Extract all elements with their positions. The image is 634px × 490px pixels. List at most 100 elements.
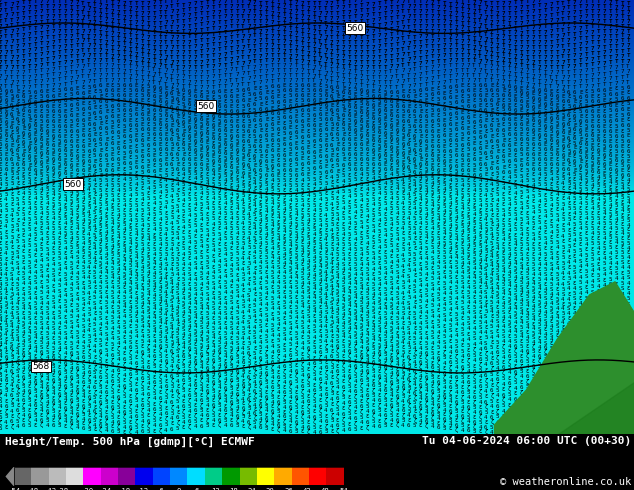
Text: 5: 5 [271, 296, 275, 301]
Text: 6: 6 [514, 158, 517, 163]
Text: 7: 7 [176, 35, 179, 40]
Text: 6: 6 [164, 137, 167, 142]
Text: ζ: ζ [526, 405, 529, 412]
Text: ε: ε [413, 211, 417, 216]
Text: ε: ε [182, 292, 185, 296]
Text: 6: 6 [567, 145, 571, 149]
Text: 6: 6 [93, 164, 96, 169]
Text: 4: 4 [223, 252, 227, 257]
Text: 5: 5 [230, 99, 233, 104]
Text: T: T [354, 65, 358, 70]
Text: 5: 5 [34, 191, 37, 196]
Text: 5: 5 [538, 123, 541, 128]
Text: 5: 5 [295, 379, 298, 384]
Text: 4: 4 [247, 366, 250, 370]
Text: 7: 7 [555, 70, 559, 75]
Text: ε: ε [567, 339, 571, 344]
Text: 6: 6 [531, 127, 535, 132]
Text: 6: 6 [4, 98, 8, 103]
Text: ε: ε [283, 410, 286, 415]
Text: E: E [253, 163, 257, 168]
Text: 4: 4 [105, 261, 108, 266]
Text: 4: 4 [81, 329, 85, 334]
Text: 6: 6 [176, 142, 179, 147]
Text: 4: 4 [223, 399, 227, 404]
Text: ε: ε [164, 406, 167, 411]
Text: 5: 5 [152, 391, 156, 396]
Text: 7: 7 [58, 82, 61, 88]
Text: 5: 5 [531, 247, 535, 252]
Text: T: T [348, 55, 351, 60]
Text: 4: 4 [359, 318, 363, 323]
Text: 7: 7 [514, 16, 517, 21]
Text: ε: ε [430, 98, 434, 102]
Text: 4: 4 [419, 310, 422, 315]
Text: 4: 4 [93, 333, 96, 338]
Text: ε: ε [259, 350, 262, 355]
Text: 4: 4 [288, 261, 292, 266]
Text: 4: 4 [443, 385, 446, 390]
Text: 6: 6 [176, 416, 179, 420]
Text: 5: 5 [69, 92, 73, 97]
Text: ζ: ζ [425, 379, 429, 385]
Text: 6: 6 [389, 136, 393, 141]
Text: S: S [318, 296, 321, 301]
Text: S: S [514, 293, 517, 298]
Text: ζ: ζ [129, 404, 132, 410]
Text: 7: 7 [395, 79, 399, 84]
Text: ε: ε [366, 364, 369, 369]
Text: 6: 6 [295, 93, 298, 98]
Text: 6: 6 [603, 153, 606, 158]
Text: 6: 6 [51, 400, 55, 405]
Text: ε: ε [217, 226, 221, 231]
Text: 7: 7 [614, 65, 618, 70]
Text: 5: 5 [526, 216, 529, 221]
Text: 4: 4 [75, 297, 79, 302]
Text: 5: 5 [170, 242, 174, 247]
Text: E: E [472, 88, 476, 93]
Text: 5: 5 [354, 204, 358, 209]
Text: 7: 7 [621, 80, 624, 85]
Text: 6: 6 [455, 111, 458, 116]
Text: 4: 4 [413, 331, 417, 336]
Text: E: E [40, 123, 43, 129]
Text: 6: 6 [449, 173, 452, 178]
Text: 6: 6 [591, 156, 594, 161]
Text: E: E [621, 91, 624, 96]
Text: ε: ε [34, 119, 37, 123]
Text: 5: 5 [301, 222, 304, 227]
Text: 5: 5 [549, 172, 553, 176]
Text: ε: ε [449, 183, 452, 188]
Text: 5: 5 [549, 419, 553, 424]
Text: 6: 6 [324, 170, 328, 175]
Text: S: S [271, 328, 275, 333]
Text: S: S [573, 344, 576, 349]
Text: T: T [93, 63, 96, 68]
Text: ε: ε [34, 141, 37, 146]
Text: T: T [460, 21, 464, 26]
Text: ε: ε [111, 374, 114, 379]
Text: T: T [141, 61, 144, 66]
Text: ε: ε [212, 211, 215, 216]
Text: T: T [253, 44, 257, 49]
Text: 5: 5 [413, 114, 417, 119]
Text: 5: 5 [164, 281, 167, 286]
Text: 6: 6 [591, 109, 594, 114]
Text: ε: ε [430, 217, 434, 221]
Text: ε: ε [194, 207, 197, 212]
Text: ζ: ζ [99, 353, 103, 360]
Text: ε: ε [348, 183, 351, 188]
Text: ε: ε [99, 251, 103, 256]
Text: 4: 4 [626, 318, 630, 323]
Text: 5: 5 [276, 224, 280, 229]
Text: 4: 4 [614, 261, 618, 266]
Text: 5: 5 [34, 390, 37, 394]
Text: 7: 7 [591, 46, 594, 51]
Text: 7: 7 [259, 5, 262, 10]
Text: T: T [609, 44, 612, 49]
Text: 5: 5 [425, 341, 429, 346]
Text: T: T [22, 65, 25, 70]
Text: 5: 5 [384, 135, 387, 140]
Text: 4: 4 [597, 418, 600, 423]
Text: 4: 4 [253, 314, 257, 319]
